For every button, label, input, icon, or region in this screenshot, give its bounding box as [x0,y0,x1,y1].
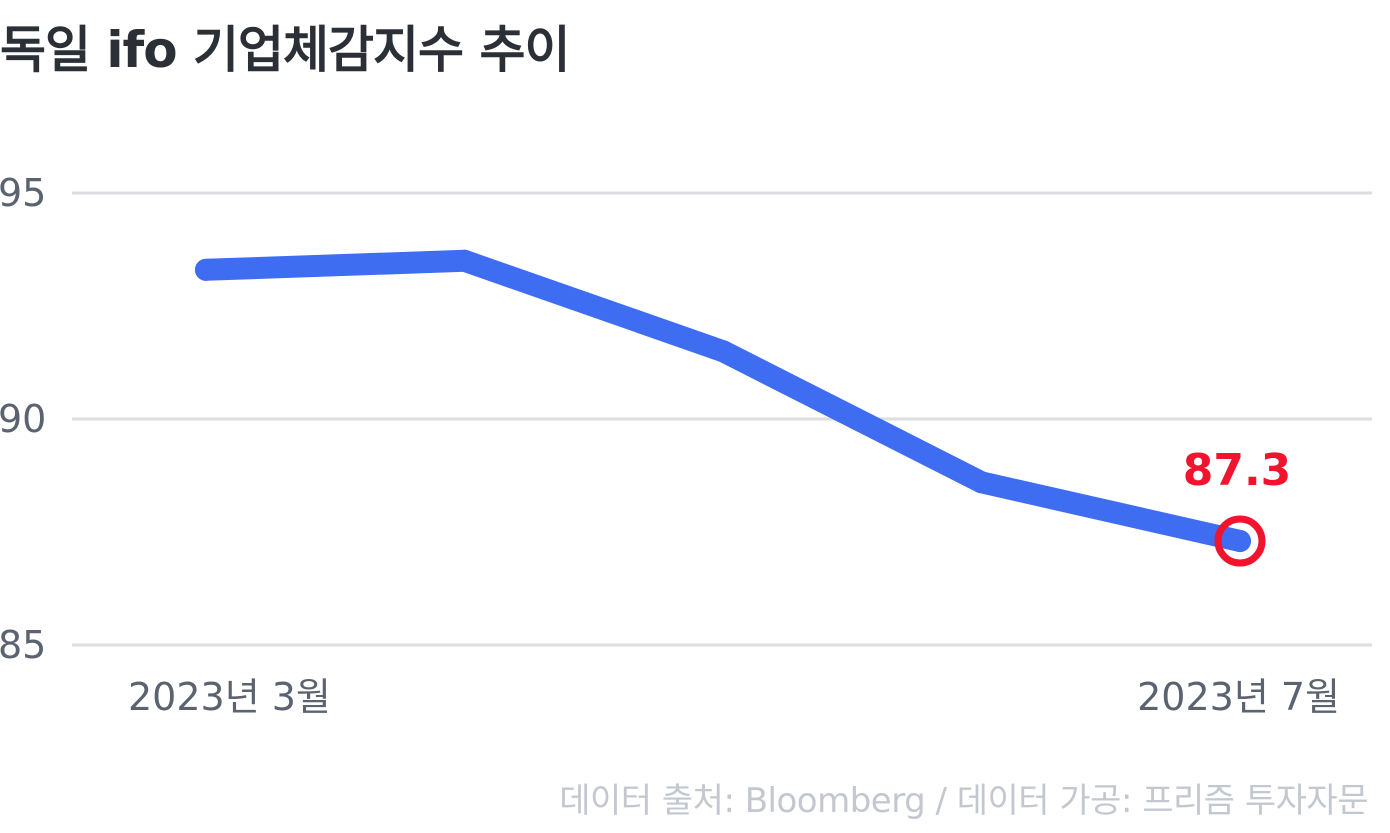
data-point [712,340,734,363]
data-source-note: 데이터 출처: Bloomberg / 데이터 가공: 프리즘 투자자문 [559,781,1368,821]
series-line [195,249,1251,552]
x-tick-label: 2023년 3월 [128,675,331,719]
y-tick-label: 95 [0,171,46,215]
x-tick-label: 2023년 7월 [1137,675,1340,719]
chart-title: 독일 ifo 기업체감지수 추이 [0,21,570,79]
data-point [453,249,476,272]
highlight-marker [1214,515,1266,567]
y-tick-label: 90 [0,397,46,441]
data-point [970,471,993,494]
data-point [1229,530,1251,553]
data-label-latest: 87.3 [1183,445,1292,496]
data-point [195,258,217,281]
y-tick-label: 85 [0,623,46,667]
